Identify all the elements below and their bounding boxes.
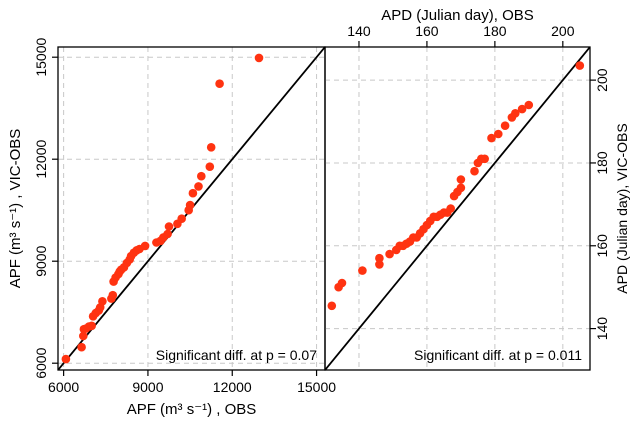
apf-point-33 [177, 214, 186, 223]
apf-annotation: Significant diff. at p = 0.07 [156, 347, 317, 363]
apd-point-6 [385, 249, 394, 259]
apd-point-37 [517, 104, 527, 114]
apf-point-41 [215, 79, 224, 88]
apd-ytick-label-3: 200 [594, 68, 610, 92]
apf-point-6 [87, 321, 96, 331]
apf-point-1 [77, 342, 86, 352]
apd-point-39 [575, 61, 585, 70]
apf-point-36 [188, 188, 198, 198]
apd-point-4 [375, 260, 384, 269]
apf-y-axis-label: APF (m³ s⁻¹) , VIC-OBS [7, 129, 24, 289]
apd-y-axis-label: APD (Julian day), VIC-OBS [614, 123, 630, 293]
apd-one-to-one-line [325, 47, 590, 370]
apd-annotation: Significant diff. at p = 0.011 [414, 347, 582, 363]
apf-ytick-label-2: 12000 [33, 140, 49, 179]
apf-xtick-label-3: 15000 [297, 379, 336, 395]
apf-point-2 [79, 331, 88, 341]
apf-ytick-label-3: 15000 [33, 38, 49, 77]
panel-apd: Significant diff. at p = 0.011 140 160 180 2… [324, 7, 630, 371]
apf-point-11 [98, 297, 107, 306]
apf-point-31 [164, 222, 174, 231]
apd-ytick-label-0: 140 [594, 317, 610, 341]
apd-point-2 [337, 278, 347, 288]
apf-xtick-label-2: 12000 [213, 379, 252, 395]
apd-point-0 [327, 301, 337, 311]
apf-point-42 [254, 53, 264, 63]
apf-ytick-label-1: 9000 [33, 245, 49, 276]
apf-point-13 [108, 290, 118, 300]
apd-x-axis-label: APD (Julian day), OBS [381, 7, 534, 24]
apf-point-38 [197, 171, 206, 181]
apd-point-36 [511, 109, 520, 118]
apf-xtick-label-1: 9000 [132, 379, 163, 395]
apd-point-26 [456, 183, 466, 193]
apd-ytick-label-2: 180 [594, 151, 610, 175]
apf-x-axis-label: APF (m³ s⁻¹) , OBS [127, 401, 257, 418]
apd-point-28 [470, 166, 479, 176]
apd-xtick-label-3: 200 [551, 23, 575, 39]
apd-xtick-label-1: 160 [415, 23, 439, 39]
apd-xtick-label-0: 140 [347, 23, 371, 39]
apf-point-35 [185, 200, 195, 210]
apd-point-27 [456, 175, 466, 184]
apd-point-3 [358, 266, 367, 275]
apf-ytick-label-0: 6000 [33, 347, 49, 378]
apd-point-23 [446, 204, 456, 213]
apd-point-38 [524, 100, 534, 110]
apd-point-5 [375, 253, 384, 263]
panel-apf: Significant diff. at p = 0.07 6000 9000 120… [7, 38, 336, 418]
apf-point-37 [194, 182, 203, 191]
apd-plot-frame [324, 46, 591, 371]
apf-point-30 [163, 229, 172, 239]
apf-point-39 [205, 162, 215, 171]
apf-point-40 [206, 143, 216, 152]
apd-xtick-label-2: 180 [483, 23, 507, 39]
apf-xtick-label-0: 6000 [48, 379, 79, 395]
apd-point-31 [480, 154, 490, 164]
apd-ytick-label-1: 160 [594, 234, 610, 258]
apf-point-26 [140, 241, 150, 251]
apd-point-33 [494, 129, 503, 139]
apf-point-0 [61, 354, 71, 364]
apd-point-32 [487, 133, 496, 143]
apd-point-34 [500, 121, 510, 130]
